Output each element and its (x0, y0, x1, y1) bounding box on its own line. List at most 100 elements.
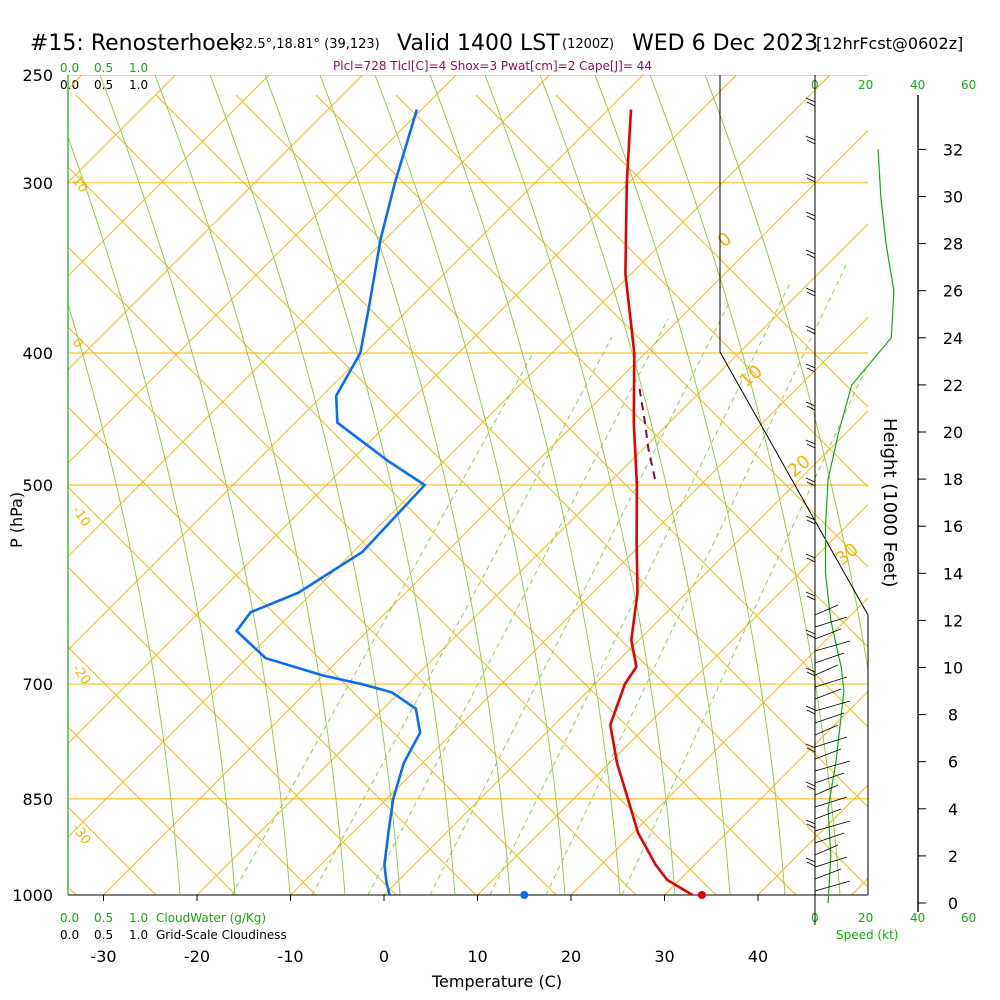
cw-bot-0: 0.0 (60, 911, 79, 925)
wind-barb (814, 808, 842, 820)
height-tick-label: 30 (943, 188, 963, 207)
wind-barb (814, 880, 851, 892)
wind-barb (814, 868, 842, 880)
wind-barb-flag (806, 101, 816, 107)
cloudwater-top-scale: 0.0 0.5 1.0 (60, 61, 148, 75)
temperature-line (608, 109, 694, 897)
mixing-ratio-label: 20 (616, 894, 638, 916)
wind-barb (814, 856, 848, 868)
wind-barb-flag (805, 781, 816, 787)
wind-barb-flag (806, 861, 816, 867)
adiabat-label: -10 (69, 504, 93, 530)
wind-barb-flag (806, 671, 816, 677)
wind-barb-flag (805, 439, 816, 445)
height-tick-label: 12 (943, 611, 963, 630)
dewpoint-line (234, 109, 427, 896)
speed-bottom-scale: 0 20 40 60 Speed (kt) (811, 911, 976, 942)
wind-barb (814, 652, 845, 664)
mixing-ratio-line (367, 318, 669, 895)
moist-adiabat-line (68, 302, 181, 895)
x-tick-label: 10 (467, 947, 487, 966)
moist-adiabat-line (484, 75, 676, 895)
spd-bot-3: 60 (961, 911, 976, 925)
p-tick-label: 500 (22, 476, 53, 495)
mixing-ratio-line (429, 300, 731, 895)
wind-barb-flag (806, 557, 816, 563)
height-tick-label: 6 (948, 753, 958, 772)
theta-label: 0 (714, 228, 736, 251)
mixing-ratio-line (231, 354, 533, 895)
height-tick-label: 8 (948, 706, 958, 725)
wind-barb (814, 784, 839, 796)
cl-bot-1: 0.5 (94, 928, 113, 942)
moist-adiabat-line (319, 75, 511, 895)
cl-bot-2: 1.0 (129, 928, 148, 942)
wind-barb-flag (806, 139, 816, 145)
wind-barb-flag (806, 443, 816, 449)
adiabat-line (68, 406, 557, 895)
x-axis-title: Temperature (C) (431, 972, 562, 991)
cw-top-1: 0.5 (94, 61, 113, 75)
wind-barb-flag (805, 135, 816, 141)
cloudiness-bottom-scale: 0.0 0.5 1.0 Grid-Scale Cloudiness (60, 928, 287, 942)
wind-barb (814, 604, 839, 616)
adiabat-line (68, 646, 317, 895)
adiabat-line (155, 94, 868, 808)
moist-adiabat-line (539, 75, 731, 895)
adiabat-line (68, 326, 637, 895)
p-tick-label: 400 (22, 344, 53, 363)
cw-bot-2: 1.0 (129, 911, 148, 925)
cl-bot-0: 0.0 (60, 928, 79, 942)
parcel-line (638, 388, 656, 480)
p-tick-label: 850 (22, 790, 53, 809)
isotherm-line (570, 597, 868, 895)
wind-barb-flag (806, 595, 816, 601)
wind-barb-flag (806, 253, 816, 259)
isotherm-line (68, 75, 457, 464)
mixing-ratio-line (311, 336, 613, 895)
wind-barb-flag (805, 173, 816, 179)
adiabat-line (68, 726, 237, 895)
height-tick-label: 24 (943, 329, 963, 348)
adiabat-line (68, 246, 717, 895)
moist-adiabat-line (209, 75, 401, 895)
x-tick-label: 30 (654, 947, 674, 966)
height-tick-label: 32 (943, 140, 963, 159)
theta-label: 30 (832, 539, 863, 570)
wind-barb-flag (806, 823, 816, 829)
isotherm-line (477, 503, 868, 895)
adiabat-line (68, 566, 397, 895)
cloudiness-label: Grid-Scale Cloudiness (156, 928, 287, 942)
wind-barb (814, 628, 842, 640)
axis-ticks: -30 -20 -10 0 10 20 30 402503004005007008501000… (12, 66, 963, 966)
wind-barb (814, 736, 848, 748)
moist-adiabat-line (649, 75, 841, 895)
isotherm-line (68, 75, 363, 371)
cw-bot-1: 0.5 (94, 911, 113, 925)
wind-barb (814, 820, 851, 832)
surface-temperature-marker (697, 891, 706, 899)
wind-barb (814, 832, 845, 844)
spd-top-3: 60 (961, 78, 976, 92)
height-tick-label: 4 (948, 800, 958, 819)
cloudwater-bottom-scale: 0.0 0.5 1.0 CloudWater (g/Kg) (60, 911, 266, 925)
moist-adiabat-line (99, 75, 291, 895)
wind-barb-flag (806, 215, 816, 221)
wind-barb-flag (805, 287, 816, 293)
isotherm-line (851, 877, 868, 895)
wind-barb-flag (805, 553, 816, 559)
wind-barb-flag (805, 249, 816, 255)
height-tick-label: 0 (948, 894, 958, 913)
wind-barb (814, 772, 845, 784)
wind-barb-flag (806, 177, 816, 183)
wind-barbs (805, 97, 895, 904)
moist-adiabat-line (154, 75, 346, 895)
wind-barb-flag (805, 743, 816, 749)
wind-barb-flag (805, 591, 816, 597)
p-tick-label: 700 (22, 675, 53, 694)
height-tick-label: 28 (943, 235, 963, 254)
surface-dewpoint-marker (520, 891, 529, 899)
adiabat-line (555, 94, 868, 408)
wind-barb (814, 844, 839, 856)
